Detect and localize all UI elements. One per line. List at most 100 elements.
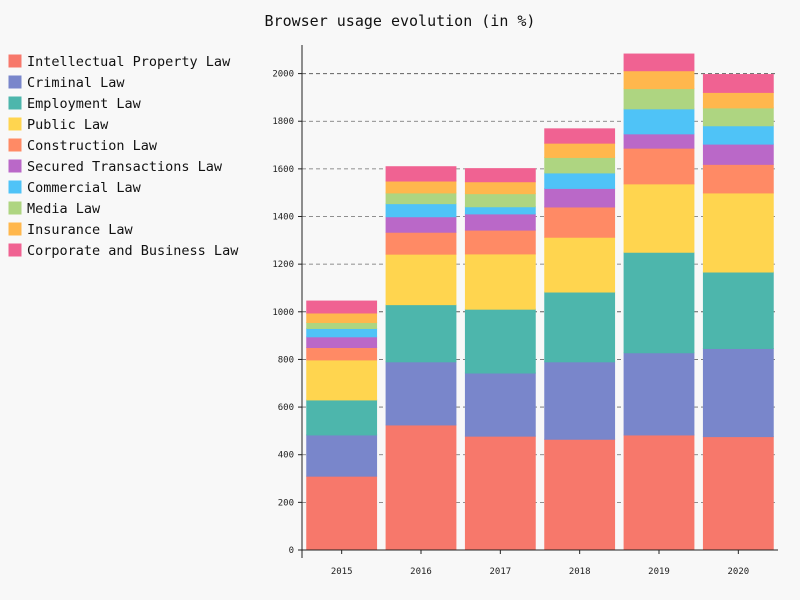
bar-segment[interactable] [544,128,616,144]
bar-segment[interactable] [464,372,536,437]
bar-segment[interactable] [306,434,378,477]
legend: Intellectual Property Law Criminal Law Emp… [8,54,239,259]
bar-segment[interactable] [623,251,695,354]
bar-segment[interactable] [306,336,378,349]
bar-segment[interactable] [702,74,774,93]
bar-segment[interactable] [623,183,695,253]
y-tick-label: 200 [278,498,294,508]
bar-segment[interactable] [544,142,616,158]
bar-segment[interactable] [306,300,378,314]
bar-segment[interactable] [464,168,536,183]
bar-segment[interactable] [385,253,457,306]
bar-segment[interactable] [623,108,695,135]
legend-swatch [8,117,22,131]
bar-segment[interactable] [385,231,457,255]
bar-segment[interactable] [623,53,695,72]
legend-swatch [8,75,22,89]
bar-segment[interactable] [544,236,616,293]
bar-segment[interactable] [544,187,616,208]
bar-segment[interactable] [385,192,457,205]
bar-segment[interactable] [385,180,457,194]
bar-segment[interactable] [623,352,695,436]
legend-swatch [8,54,22,68]
bar-segment[interactable] [623,88,695,110]
bar-segment[interactable] [702,347,774,438]
legend-item[interactable]: Construction Law [8,138,158,154]
bar-segment[interactable] [544,361,616,440]
y-tick-label: 2000 [272,70,294,80]
bar-segment[interactable] [306,347,378,361]
bar-segment[interactable] [544,156,616,174]
bar-segment[interactable] [702,143,774,165]
legend-item[interactable]: Criminal Law [8,75,125,91]
bar-segment[interactable] [385,166,457,182]
y-tick-label: 400 [278,451,294,461]
bar-segment[interactable] [702,107,774,127]
bar-segment[interactable] [385,361,457,426]
bar-segment[interactable] [623,133,695,149]
bar-segment[interactable] [544,206,616,238]
bar-segment[interactable] [385,424,457,551]
y-tick-label: 1200 [272,260,294,270]
bar-segment[interactable] [702,192,774,273]
legend-swatch [8,138,22,152]
legend-label: Criminal Law [27,75,125,91]
x-tick-label: 2018 [569,567,591,577]
bar-segment[interactable] [464,308,536,374]
bar-segment[interactable] [702,163,774,194]
bar-segment[interactable] [306,322,378,329]
bar-segment[interactable] [544,438,616,551]
bar-segment[interactable] [464,213,536,231]
legend-swatch [8,222,22,236]
bar-segment[interactable] [464,181,536,195]
x-tick-label: 2017 [489,567,511,577]
legend-label: Public Law [27,117,109,133]
x-tick-label: 2019 [648,567,670,577]
bar-segment[interactable] [464,229,536,255]
legend-item[interactable]: Media Law [8,201,101,217]
bar-segment[interactable] [306,359,378,401]
bar-segment[interactable] [306,327,378,338]
legend-label: Corporate and Business Law [27,243,239,259]
legend-label: Secured Transactions Law [27,159,223,175]
bar-segment[interactable] [702,436,774,551]
legend-swatch [8,180,22,194]
bar-segment[interactable] [623,434,695,551]
bar-segment[interactable] [464,435,536,551]
legend-swatch [8,159,22,173]
bar-segment[interactable] [306,399,378,436]
bar-segment[interactable] [385,304,457,363]
y-tick-label: 1600 [272,165,294,175]
bar-segment[interactable] [544,172,616,189]
y-tick-label: 600 [278,403,294,413]
bar-segment[interactable] [385,203,457,218]
bar-segment[interactable] [702,125,774,145]
legend-item[interactable]: Secured Transactions Law [8,159,223,175]
legend-item[interactable]: Insurance Law [8,222,134,238]
bar-segment[interactable] [702,271,774,349]
bar-segment[interactable] [623,147,695,185]
bar-segment[interactable] [306,475,378,551]
legend-label: Commercial Law [27,180,142,196]
legend-item[interactable]: Corporate and Business Law [8,243,239,259]
bar-segment[interactable] [464,206,536,215]
legend-item[interactable]: Intellectual Property Law [8,54,231,70]
bar-segment[interactable] [464,193,536,208]
x-tick-label: 2016 [410,567,432,577]
chart-title: Browser usage evolution (in %) [265,12,536,30]
bar-segment[interactable] [544,291,616,363]
legend-item[interactable]: Commercial Law [8,180,142,196]
bar-segment[interactable] [306,312,378,324]
y-tick-label: 800 [278,355,294,365]
x-tick-label: 2020 [727,567,749,577]
legend-item[interactable]: Employment Law [8,96,142,112]
y-tick-label: 0 [289,546,294,556]
legend-item[interactable]: Public Law [8,117,109,133]
legend-label: Media Law [27,201,101,217]
bar-segment[interactable] [702,91,774,109]
bar-segment[interactable] [464,253,536,310]
bar-segment[interactable] [385,216,457,233]
bar-segment[interactable] [623,70,695,90]
y-tick-label: 1400 [272,213,294,223]
